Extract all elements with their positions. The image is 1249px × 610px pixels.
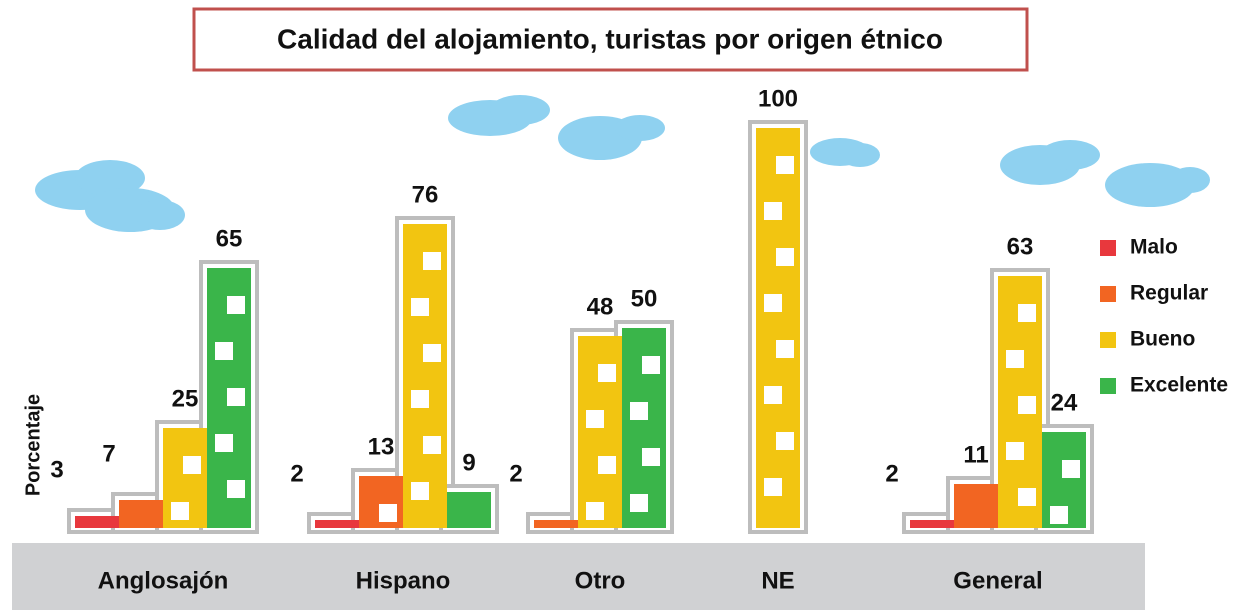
bar [910,520,954,528]
data-label: 11 [963,441,988,468]
legend-label: Bueno [1130,328,1195,351]
floor [12,543,1145,610]
data-label: 9 [462,449,475,476]
window [642,448,660,466]
bar [119,500,163,528]
window [764,478,782,496]
clouds [35,95,1210,232]
window [598,364,616,382]
data-label: 2 [290,460,303,487]
bar [756,128,800,528]
window [227,296,245,314]
window [227,388,245,406]
window [1050,506,1068,524]
window [1018,488,1036,506]
data-label: 63 [1007,233,1034,260]
window [586,502,604,520]
window [411,390,429,408]
data-label: 50 [631,285,658,312]
window [1018,396,1036,414]
chart-title: Calidad del alojamiento, turistas por or… [277,23,943,54]
legend-label: Malo [1130,236,1178,259]
legend-swatch [1100,286,1116,302]
legend-swatch [1100,332,1116,348]
window [598,456,616,474]
x-tick-label: NE [761,567,794,594]
x-tick-label: Otro [575,567,626,594]
window [171,502,189,520]
window [776,156,794,174]
x-tick-label: Hispano [356,567,451,594]
window [1018,304,1036,322]
window [764,386,782,404]
window [776,248,794,266]
window [215,342,233,360]
window [1006,442,1024,460]
data-label: 25 [172,385,199,412]
window [423,344,441,362]
data-label: 24 [1051,389,1078,416]
x-tick-label: General [953,567,1042,594]
window [411,482,429,500]
window [183,456,201,474]
legend-label: Regular [1130,282,1208,305]
legend-swatch [1100,378,1116,394]
data-label: 2 [885,460,898,487]
data-label: 76 [412,181,439,208]
window [215,434,233,452]
window [586,410,604,428]
data-label: 3 [50,456,63,483]
window [1006,350,1024,368]
data-label: 13 [368,433,395,460]
window [411,298,429,316]
bar [534,520,578,528]
bar [403,224,447,528]
window [776,432,794,450]
bar [447,492,491,528]
y-axis-label: Porcentaje [22,394,44,496]
data-label: 7 [102,440,115,467]
window [1062,460,1080,478]
data-label: 65 [216,225,243,252]
window [423,436,441,454]
title-box [192,7,1029,72]
x-tick-label: Anglosajón [98,567,229,594]
window [764,294,782,312]
window [379,504,397,522]
legend-label: Excelente [1130,374,1228,397]
legend-swatch [1100,240,1116,256]
window [423,252,441,270]
bar [315,520,359,528]
bar [954,484,998,528]
window [642,356,660,374]
window [630,402,648,420]
data-label: 2 [509,460,522,487]
data-label: 100 [758,85,798,112]
window [764,202,782,220]
window [227,480,245,498]
bar [75,516,119,528]
window [776,340,794,358]
window [630,494,648,512]
data-label: 48 [587,293,614,320]
